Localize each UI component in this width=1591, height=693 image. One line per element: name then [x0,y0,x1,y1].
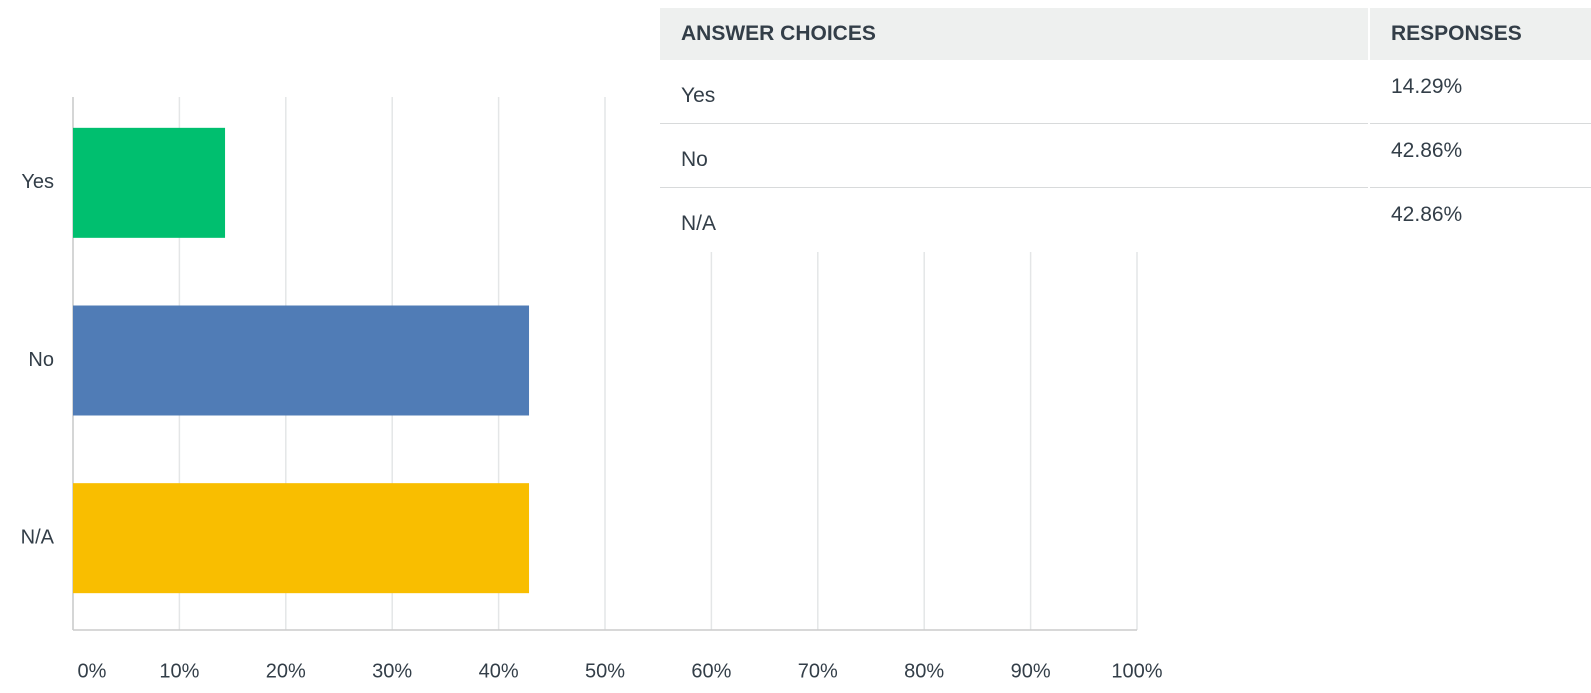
table-cell: N/A [681,212,717,235]
table-row: N/A 42.86% [660,188,1591,252]
y-tick-label: Yes [21,171,54,193]
header-cell: RESPONSES [1370,8,1591,60]
x-tick-label: 10% [159,660,199,682]
x-tick-label: 100% [1111,660,1162,682]
bar [73,483,530,594]
x-tick-label: 40% [479,660,519,682]
table-cell: No [660,124,1368,188]
bar [73,127,226,238]
answer-table: ANSWER CHOICES RESPONSES Yes 14.29% No 42.8… [660,8,1591,252]
bar [73,305,530,416]
table-row: No 42.86% [660,124,1591,188]
y-tick-label: N/A [21,526,55,548]
x-tick-label: 0% [78,660,107,682]
header-cell: ANSWER CHOICES [660,8,1368,60]
table-cell: 14.29% [1370,60,1591,124]
x-tick-label: 30% [372,660,412,682]
x-tick-label: 20% [266,660,306,682]
x-tick-label: 90% [1011,660,1051,682]
table-row: Yes 14.29% [660,60,1591,124]
x-tick-label: 60% [691,660,731,682]
x-tick-label: 70% [798,660,838,682]
y-tick-label: No [28,349,54,371]
x-tick-label: 80% [904,660,944,682]
table-cell: 42.86% [1391,203,1463,226]
table-header: ANSWER CHOICES RESPONSES [660,8,1591,60]
table-cell: Yes [660,60,1368,124]
table-cell: 42.86% [1370,124,1591,188]
x-tick-label: 50% [585,660,625,682]
